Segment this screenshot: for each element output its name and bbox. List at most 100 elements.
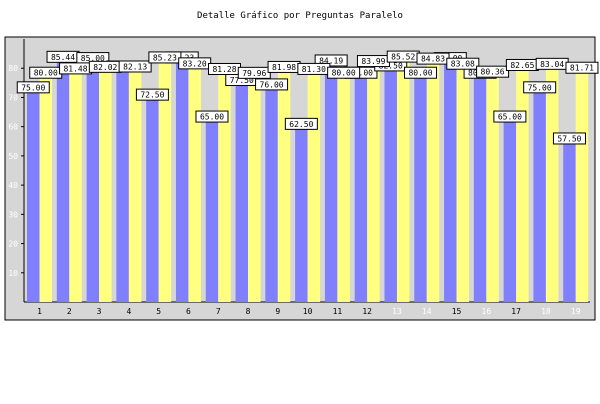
data-label-box — [493, 110, 527, 123]
data-label-box — [552, 132, 586, 145]
bar-series2 — [396, 52, 410, 303]
data-label-box — [135, 88, 169, 101]
data-label: 83.20 — [183, 59, 207, 68]
x-tick-label: 8 — [246, 307, 251, 316]
bar-series1 — [563, 133, 576, 302]
data-label: 82.50 — [379, 61, 403, 70]
bar-series2 — [307, 64, 321, 302]
data-label: 79.96 — [242, 69, 266, 78]
x-tick-label: 11 — [333, 307, 343, 316]
data-label: 81.71 — [570, 64, 594, 73]
bar-series1 — [175, 52, 189, 303]
x-tick-label: 18 — [541, 307, 551, 316]
data-label-box — [327, 66, 361, 79]
data-label: 80.36 — [481, 68, 505, 77]
data-label: 85.44 — [51, 53, 75, 62]
data-label-box — [255, 78, 289, 91]
x-tick-label: 5 — [156, 307, 161, 316]
bar-series1 — [324, 55, 338, 302]
x-tick-label: 15 — [452, 307, 462, 316]
bar-series2 — [486, 67, 499, 302]
bar-series2 — [337, 68, 350, 302]
bar-series1 — [205, 112, 219, 302]
bar-series2 — [39, 68, 52, 302]
y-tick-label: 20 — [8, 240, 18, 249]
data-label: 81.30 — [302, 65, 326, 74]
bar-series1 — [414, 68, 427, 302]
x-tick-label: 3 — [97, 307, 102, 316]
data-label-box — [404, 66, 438, 79]
data-label: 65.00 — [200, 113, 224, 122]
bar-series1 — [473, 68, 487, 302]
bar-series2 — [277, 62, 291, 303]
bar-series2 — [248, 68, 261, 302]
data-label: 80.00 — [332, 69, 356, 78]
bar-series2 — [99, 62, 112, 302]
data-label: 85.23 — [153, 53, 177, 62]
data-label: 77.50 — [230, 76, 254, 85]
bar-series2 — [218, 64, 231, 302]
data-label: 72.50 — [140, 91, 164, 100]
bar-series2 — [575, 63, 589, 303]
data-label: 80.00 — [408, 69, 432, 78]
data-label: 84.83 — [421, 55, 445, 64]
chart-title: Detalle Gráfico por Preguntas Paralelo — [197, 11, 403, 21]
data-label: 75.00 — [528, 83, 552, 92]
data-label: 81.98 — [272, 63, 296, 72]
data-label: 57.50 — [557, 134, 581, 143]
bar-series2 — [188, 58, 201, 303]
y-tick-label: 50 — [8, 152, 18, 161]
data-label-box — [523, 81, 557, 94]
bar-series1 — [235, 75, 249, 303]
data-label: 82.13 — [123, 62, 147, 71]
bar-series1 — [444, 53, 457, 302]
data-label: 81.28 — [212, 65, 236, 74]
y-tick-label: 80 — [8, 64, 18, 73]
bar-series2 — [456, 59, 470, 303]
bar-series1 — [533, 82, 546, 302]
x-tick-label: 13 — [392, 307, 402, 316]
bar-series1 — [86, 53, 100, 302]
data-label: 84.19 — [319, 56, 343, 65]
bar-series1 — [146, 90, 159, 302]
data-label: 82.02 — [93, 63, 117, 72]
data-label-box — [284, 117, 318, 130]
x-tick-label: 2 — [67, 307, 72, 316]
data-label-box — [476, 65, 510, 78]
data-label: 81.48 — [63, 64, 87, 73]
data-label: 82.65 — [510, 61, 534, 70]
data-label: 83.99 — [361, 57, 385, 66]
data-label-box — [195, 110, 229, 123]
bar-series1 — [295, 119, 308, 302]
data-label: 83.04 — [540, 60, 564, 69]
bar-series2 — [516, 60, 529, 302]
bar-series1 — [503, 112, 517, 302]
bar-series2 — [545, 59, 559, 302]
bar-series1 — [116, 61, 129, 302]
x-tick-label: 17 — [511, 307, 521, 316]
bar-series2 — [367, 56, 380, 302]
x-tick-label: 9 — [275, 307, 280, 316]
x-tick-label: 19 — [571, 307, 581, 316]
data-label: 76.00 — [260, 80, 284, 89]
data-label-box — [565, 61, 599, 74]
data-label-box — [314, 54, 348, 67]
bar-series1 — [265, 79, 278, 303]
data-label: 65.00 — [498, 113, 522, 122]
y-tick-label: 40 — [8, 181, 18, 190]
x-tick-label: 6 — [186, 307, 191, 316]
x-tick-label: 16 — [482, 307, 492, 316]
bar-series2 — [69, 63, 82, 302]
data-label: 80.00 — [349, 69, 373, 78]
bar-series1 — [384, 60, 397, 302]
data-label-box — [118, 60, 152, 73]
x-tick-label: 12 — [362, 307, 372, 316]
data-label: 85.00 — [81, 54, 105, 63]
data-label: 85.52 — [391, 53, 415, 62]
bar-series2 — [426, 54, 440, 303]
data-label-box — [446, 57, 480, 70]
data-label: 80.00 — [34, 69, 58, 78]
x-tick-label: 7 — [216, 307, 221, 316]
